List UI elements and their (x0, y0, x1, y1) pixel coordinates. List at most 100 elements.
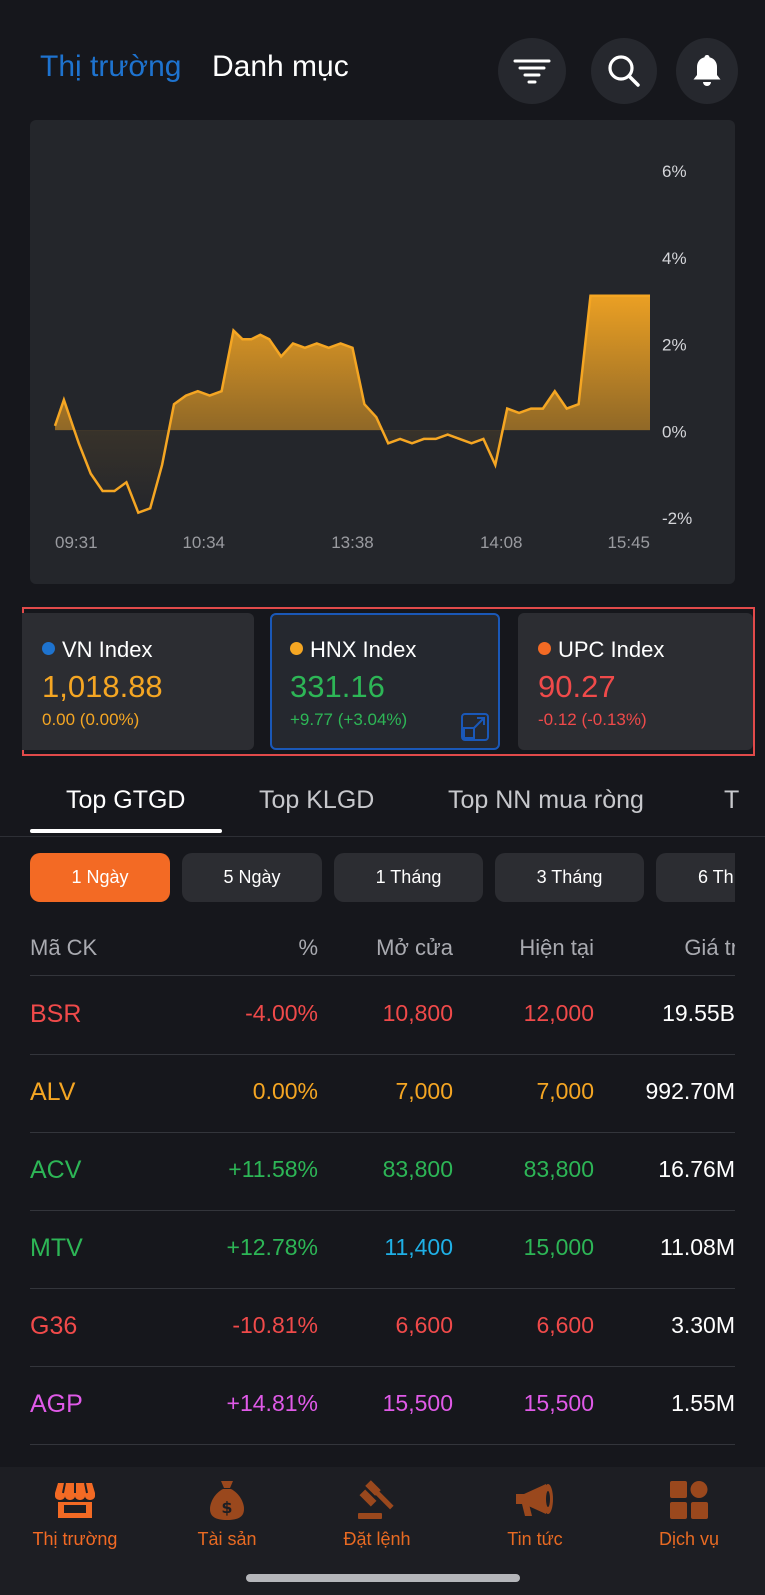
stock-code: AGP (30, 1390, 83, 1418)
stock-current: 7,000 (536, 1078, 594, 1104)
notification-button[interactable] (676, 38, 738, 104)
table-header: Mã CK % Mở cửa Hiện tại Giá trị (30, 935, 735, 976)
x-tick-label: 14:08 (480, 533, 523, 552)
stock-open: 7,000 (395, 1078, 453, 1104)
nav-label: Tin tức (507, 1529, 563, 1549)
home-indicator (246, 1574, 520, 1582)
nav-dich-vu[interactable]: Dịch vụ (614, 1477, 764, 1550)
bottom-navigation: Thị trường $ Tài sản Đặt lệnh (0, 1467, 765, 1595)
money-bag-icon: $ (210, 1481, 244, 1520)
stock-value: 992.70M (645, 1078, 735, 1104)
tab-more[interactable]: T (724, 786, 740, 814)
search-button[interactable] (591, 38, 657, 104)
table-row[interactable]: ACV +11.58% 83,800 83,800 16.76M (30, 1132, 735, 1211)
vn-index-dot (42, 642, 55, 655)
stock-current: 6,600 (536, 1312, 594, 1338)
stock-percent: +11.58% (228, 1156, 318, 1182)
y-tick-label: 2% (662, 336, 687, 355)
nav-thi-truong[interactable]: Thị trường (0, 1477, 150, 1550)
stock-value: 1.55M (671, 1390, 735, 1416)
chart-area-positive (55, 295, 650, 431)
period-1-ngay[interactable]: 1 Ngày (30, 853, 170, 902)
svg-text:$: $ (221, 1498, 232, 1517)
filter-icon (513, 59, 551, 84)
period-5-ngay[interactable]: 5 Ngày (182, 853, 322, 902)
index-name: VN Index (62, 637, 153, 662)
period-6-thang[interactable]: 6 Th (656, 853, 735, 902)
x-tick-label: 10:34 (182, 533, 225, 552)
index-name: UPC Index (558, 637, 665, 662)
tab-top-gtgd[interactable]: Top GTGD (66, 786, 186, 814)
index-value: 90.27 (538, 669, 616, 704)
index-change: -0.12 (-0.13%) (538, 710, 647, 729)
table-row[interactable]: ALV 0.00% 7,000 7,000 992.70M (30, 1054, 735, 1133)
stock-value: 19.55B (662, 1000, 735, 1026)
stock-code: G36 (30, 1312, 78, 1340)
bell-icon (693, 55, 721, 86)
hnx-index-dot (290, 642, 303, 655)
nav-tai-san[interactable]: $ Tài sản (152, 1477, 302, 1550)
header-hien-tai[interactable]: Hiện tại (519, 935, 594, 960)
stock-current: 15,500 (523, 1390, 594, 1416)
header-gia-tri[interactable]: Giá trị (684, 935, 735, 960)
table-row[interactable]: G36 -10.81% 6,600 6,600 3.30M (30, 1288, 735, 1367)
stock-value: 3.30M (671, 1312, 735, 1338)
index-card-vn[interactable]: VN Index 1,018.88 0.00 (0.00%) (22, 613, 254, 750)
upc-index-dot (538, 642, 551, 655)
x-tick-label: 13:38 (331, 533, 374, 552)
stock-percent: 0.00% (252, 1078, 318, 1104)
megaphone-icon (516, 1484, 553, 1516)
stock-open: 10,800 (382, 1000, 453, 1026)
stock-code: ACV (30, 1156, 82, 1184)
index-chart: 6% 4% 2% 0% -2% 09:31 10:34 13:38 14:08 15:45 (30, 120, 735, 584)
index-change: +9.77 (+3.04%) (290, 710, 408, 729)
stock-open: 11,400 (384, 1234, 453, 1260)
chart-line (53, 294, 650, 515)
ranking-tabs: Top GTGD Top KLGD Top NN mua ròng T (0, 770, 765, 837)
tab-danh-muc[interactable]: Danh mục (212, 50, 349, 83)
tab-top-klgd[interactable]: Top KLGD (259, 786, 375, 814)
table-row[interactable]: AGP +14.81% 15,500 15,500 1.55M (30, 1366, 735, 1445)
active-tab-underline (30, 829, 222, 833)
stock-percent: -4.00% (245, 1000, 318, 1026)
index-card-upc[interactable]: UPC Index 90.27 -0.12 (-0.13%) (518, 613, 753, 750)
stock-code: MTV (30, 1234, 83, 1262)
stock-current: 15,000 (523, 1234, 594, 1260)
period-selector: 1 Ngày 5 Ngày 1 Tháng 3 Tháng 6 Th (30, 853, 735, 902)
intraday-area-chart: 6% 4% 2% 0% -2% 09:31 10:34 13:38 14:08 15:45 (53, 162, 692, 552)
stock-open: 6,600 (395, 1312, 453, 1338)
gavel-icon (358, 1480, 394, 1519)
header-ma-ck[interactable]: Mã CK (30, 935, 98, 960)
stock-current: 83,800 (523, 1156, 594, 1182)
index-value: 331.16 (290, 669, 385, 704)
stock-current: 12,000 (523, 1000, 594, 1026)
nav-dat-lenh[interactable]: Đặt lệnh (302, 1477, 452, 1550)
filter-button[interactable] (498, 38, 566, 104)
index-change: 0.00 (0.00%) (42, 710, 140, 729)
index-value: 1,018.88 (42, 669, 163, 704)
period-3-thang[interactable]: 3 Tháng (495, 853, 644, 902)
stock-code: BSR (30, 1000, 82, 1028)
index-name: HNX Index (310, 637, 417, 662)
table-row[interactable]: BSR -4.00% 10,800 12,000 19.55B (30, 976, 735, 1055)
table-row[interactable]: MTV +12.78% 11,400 15,000 11.08M (30, 1210, 735, 1289)
stock-value: 11.08M (659, 1234, 735, 1260)
nav-tin-tuc[interactable]: Tin tức (460, 1477, 610, 1550)
index-cards: VN Index 1,018.88 0.00 (0.00%) HNX Index… (22, 607, 755, 756)
expand-icon[interactable] (460, 712, 490, 742)
header-percent[interactable]: % (298, 935, 318, 960)
stock-open: 83,800 (382, 1156, 453, 1182)
tab-top-nn-mua-rong[interactable]: Top NN mua ròng (448, 786, 644, 814)
y-tick-label: 4% (662, 249, 687, 268)
nav-label: Thị trường (32, 1529, 118, 1549)
tab-thi-truong[interactable]: Thị trường (40, 50, 182, 83)
stock-percent: +14.81% (226, 1390, 318, 1416)
chart-area-negative (55, 430, 650, 513)
period-1-thang[interactable]: 1 Tháng (334, 853, 483, 902)
y-tick-label: -2% (662, 509, 692, 528)
header-mo-cua[interactable]: Mở cửa (376, 935, 453, 960)
x-tick-label: 15:45 (607, 533, 650, 552)
grid-icon (670, 1481, 708, 1519)
index-card-hnx[interactable]: HNX Index 331.16 +9.77 (+3.04%) (270, 613, 500, 750)
nav-label: Tài sản (197, 1529, 257, 1549)
